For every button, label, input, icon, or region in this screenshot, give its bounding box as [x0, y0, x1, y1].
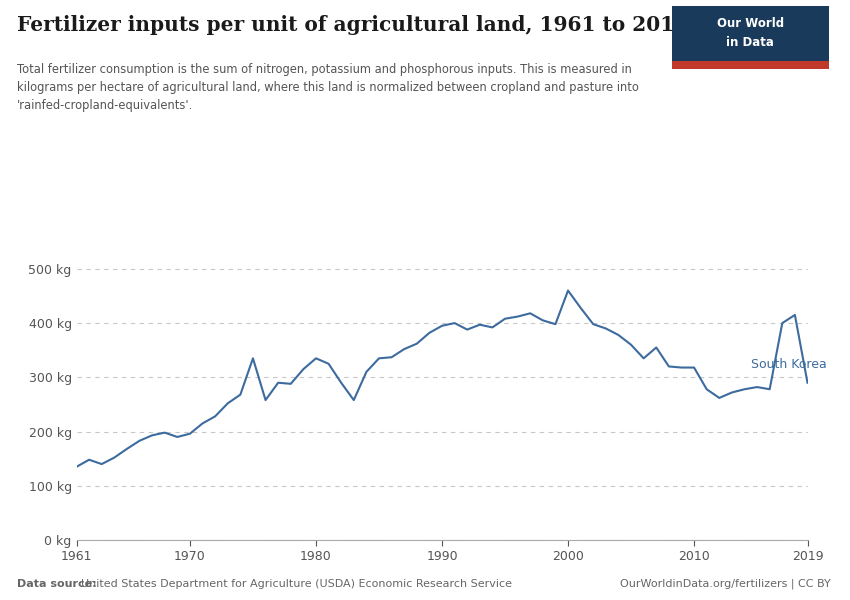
Text: South Korea: South Korea [751, 358, 826, 371]
Text: United States Department for Agriculture (USDA) Economic Research Service: United States Department for Agriculture… [81, 579, 512, 589]
Text: Total fertilizer consumption is the sum of nitrogen, potassium and phosphorous i: Total fertilizer consumption is the sum … [17, 63, 639, 112]
Text: OurWorldinData.org/fertilizers | CC BY: OurWorldinData.org/fertilizers | CC BY [620, 578, 831, 589]
Text: Data source:: Data source: [17, 579, 100, 589]
Text: Fertilizer inputs per unit of agricultural land, 1961 to 2019: Fertilizer inputs per unit of agricultur… [17, 15, 688, 35]
Text: Our World: Our World [717, 17, 784, 30]
Text: in Data: in Data [726, 36, 774, 49]
